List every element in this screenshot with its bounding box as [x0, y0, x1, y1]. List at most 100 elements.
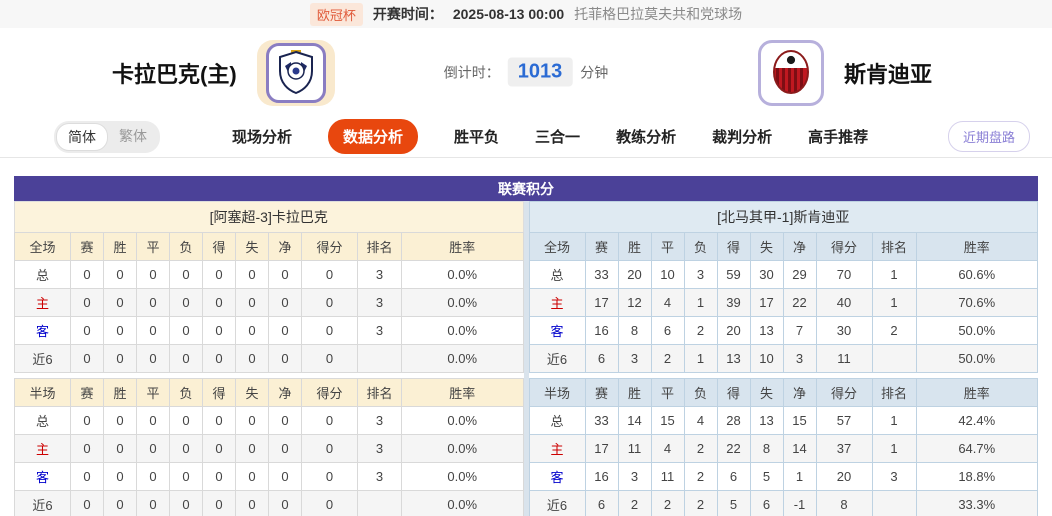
- stat-cell: 42.4%: [915, 406, 1038, 435]
- stat-cell: 0: [301, 462, 358, 491]
- stat-cell: 16: [584, 462, 619, 491]
- stat-cell: 0: [136, 316, 170, 345]
- table-row: 近6 0 0 0 0 0 0 0 0 0.0%: [14, 344, 524, 373]
- stat-cell: 0: [103, 344, 137, 373]
- stat-cell: 15: [650, 406, 685, 435]
- nav-tab[interactable]: 现场分析: [232, 129, 293, 146]
- column-header: 得分: [815, 378, 873, 407]
- column-header: 失: [749, 378, 784, 407]
- stat-cell: 0: [70, 344, 104, 373]
- stat-cell: 4: [650, 434, 685, 463]
- column-header: 胜率: [915, 232, 1038, 261]
- column-header: 排名: [871, 232, 917, 261]
- column-header: 排名: [357, 378, 402, 407]
- column-header: 负: [683, 378, 718, 407]
- stat-cell: 2: [650, 490, 685, 516]
- stat-cell: 0: [268, 344, 302, 373]
- stat-cell: [357, 344, 402, 373]
- stat-cell: 13: [749, 316, 784, 345]
- away-halftime-table: 半场赛胜平负得失净得分 排名 胜率总 33 14 15 4 28 13 15 57 1 42.4% 主 17…: [528, 378, 1039, 516]
- stat-cell: 50.0%: [915, 316, 1038, 345]
- stat-cell: 0: [103, 462, 137, 491]
- away-fulltime-table: 全场赛胜平负得失净得分 排名 胜率总 33 20 10 3 59 30 29 70 1 60.6% 主 17…: [528, 232, 1039, 373]
- stat-cell: 1: [871, 288, 917, 317]
- stat-cell: 20: [617, 260, 652, 289]
- stat-cell: 3: [683, 260, 718, 289]
- column-header: 半场: [528, 378, 586, 407]
- stat-cell: 0: [202, 316, 236, 345]
- table-row: 总 33 14 15 4 28 13 15 57 1 42.4%: [528, 406, 1038, 435]
- stat-cell: 0: [301, 260, 358, 289]
- stat-cell: 0: [103, 406, 137, 435]
- stat-cell: 6: [749, 490, 784, 516]
- row-label: 主: [14, 434, 71, 463]
- table-row: 主 0 0 0 0 0 0 0 0 3 0.0%: [14, 288, 524, 317]
- table-row: 客 0 0 0 0 0 0 0 0 3 0.0%: [14, 462, 524, 491]
- nav-tab[interactable]: 高手推荐: [808, 129, 869, 146]
- stat-cell: 29: [782, 260, 817, 289]
- column-header: 得: [716, 232, 751, 261]
- nav-tab[interactable]: 数据分析: [328, 119, 419, 154]
- stat-cell: 0: [70, 490, 104, 516]
- kickoff-time: 2025-08-13 00:00: [452, 6, 565, 22]
- stat-cell: 2: [683, 434, 718, 463]
- stat-cell: 4: [683, 406, 718, 435]
- stat-cell: 0: [301, 344, 358, 373]
- nav-tab[interactable]: 裁判分析: [712, 129, 773, 146]
- stat-cell: 0.0%: [401, 490, 524, 516]
- column-header: 失: [235, 232, 269, 261]
- stat-cell: 37: [815, 434, 873, 463]
- nav-tab[interactable]: 胜平负: [454, 129, 500, 146]
- stat-cell: 0: [268, 288, 302, 317]
- stat-cell: 59: [716, 260, 751, 289]
- stat-cell: 0: [235, 260, 269, 289]
- column-header: 胜率: [401, 378, 524, 407]
- column-header: 全场: [14, 232, 71, 261]
- column-header: 负: [683, 232, 718, 261]
- stat-cell: 0: [103, 260, 137, 289]
- stat-cell: [871, 344, 917, 373]
- analysis-nav: 简体 繁体 现场分析 数据分析 胜平负 三合一 教练分析 裁判分析 高手推荐 近期盘路: [0, 116, 1052, 158]
- stat-cell: 22: [716, 434, 751, 463]
- column-header: 胜: [617, 232, 652, 261]
- kickoff-label: 开赛时间：: [372, 6, 443, 22]
- table-gap: [14, 373, 524, 378]
- row-label: 主: [528, 434, 586, 463]
- row-label: 主: [528, 288, 586, 317]
- lang-simplified-button[interactable]: 简体: [56, 122, 108, 151]
- stat-cell: 2: [683, 490, 718, 516]
- nav-tab[interactable]: 教练分析: [616, 129, 677, 146]
- stat-cell: 0: [70, 434, 104, 463]
- stat-cell: 0: [202, 406, 236, 435]
- table-gap: [528, 373, 1038, 378]
- stat-cell: 0: [169, 288, 203, 317]
- stat-cell: 57: [815, 406, 873, 435]
- stat-cell: 0: [103, 316, 137, 345]
- row-label: 总: [528, 406, 586, 435]
- column-header: 平: [650, 232, 685, 261]
- stat-cell: 0: [268, 462, 302, 491]
- column-header: 失: [235, 378, 269, 407]
- stat-cell: 60.6%: [915, 260, 1038, 289]
- lang-traditional-button[interactable]: 繁体: [119, 127, 147, 144]
- stat-cell: 1: [782, 462, 817, 491]
- stat-cell: 0.0%: [401, 316, 524, 345]
- stat-cell: 14: [617, 406, 652, 435]
- column-header: 全场: [528, 232, 586, 261]
- nav-tab[interactable]: 三合一: [535, 129, 581, 146]
- stat-cell: 0: [169, 434, 203, 463]
- stat-cell: 64.7%: [915, 434, 1038, 463]
- stat-cell: 0: [235, 490, 269, 516]
- column-header: 排名: [357, 232, 402, 261]
- stat-cell: 0: [235, 406, 269, 435]
- stat-cell: 2: [683, 316, 718, 345]
- stat-cell: 0: [202, 462, 236, 491]
- stat-cell: 3: [782, 344, 817, 373]
- recent-trends-button[interactable]: 近期盘路: [947, 121, 1030, 152]
- column-header: 胜: [103, 232, 137, 261]
- stat-cell: -1: [782, 490, 817, 516]
- stat-cell: 20: [815, 462, 873, 491]
- countdown-value: 1013: [507, 57, 573, 87]
- stat-cell: 30: [815, 316, 873, 345]
- stat-cell: 0.0%: [401, 462, 524, 491]
